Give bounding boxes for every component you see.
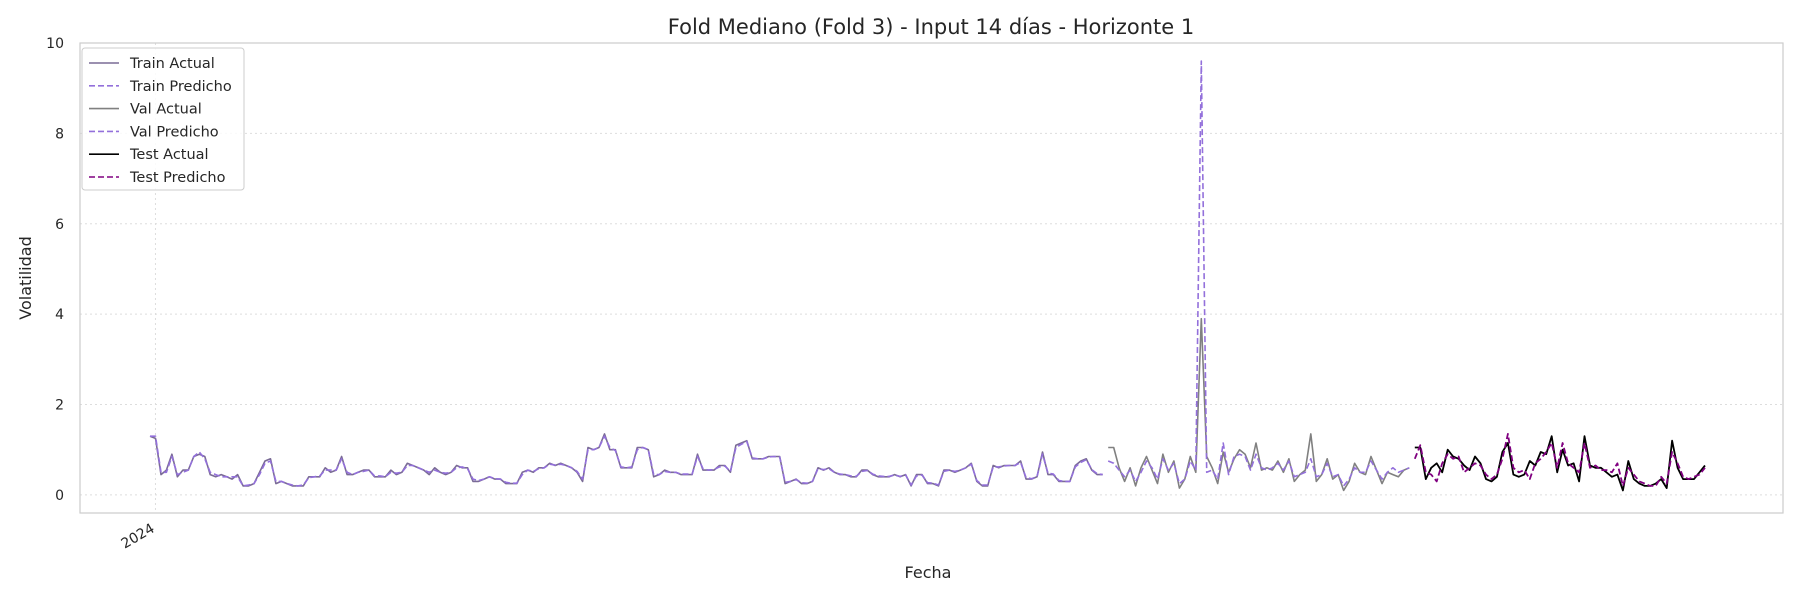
plot-frame bbox=[79, 42, 1784, 514]
y-tick-label: 0 bbox=[55, 488, 64, 504]
legend-label: Train Predicho bbox=[129, 79, 232, 95]
y-tick-label: 2 bbox=[55, 398, 64, 414]
legend-label: Test Actual bbox=[129, 147, 209, 163]
legend-label: Test Predicho bbox=[129, 170, 226, 186]
series-line-test-pred bbox=[1413, 432, 1706, 487]
series-line-train-actual bbox=[149, 433, 1103, 487]
series-line-val-actual bbox=[1108, 317, 1410, 492]
legend: Train Actual Train Predicho Val Actual Val … bbox=[81, 47, 245, 191]
y-tick-label: 4 bbox=[55, 307, 64, 323]
legend-label: Val Actual bbox=[130, 102, 202, 118]
series-layer bbox=[149, 60, 1706, 492]
y-axis-label: Volatilidad bbox=[16, 236, 35, 319]
legend-label: Val Predicho bbox=[130, 124, 219, 140]
chart-title: Fold Mediano (Fold 3) - Input 14 días - … bbox=[668, 15, 1194, 39]
x-axis-label: Fecha bbox=[905, 563, 952, 582]
y-tick-label: 8 bbox=[55, 126, 64, 142]
legend-box bbox=[81, 47, 245, 191]
series-line-val-pred bbox=[1107, 60, 1410, 487]
series-line-train-pred bbox=[150, 435, 1103, 487]
y-tick-label: 10 bbox=[46, 36, 64, 52]
y-tick-label: 6 bbox=[55, 217, 64, 233]
legend-label: Train Actual bbox=[129, 56, 215, 72]
